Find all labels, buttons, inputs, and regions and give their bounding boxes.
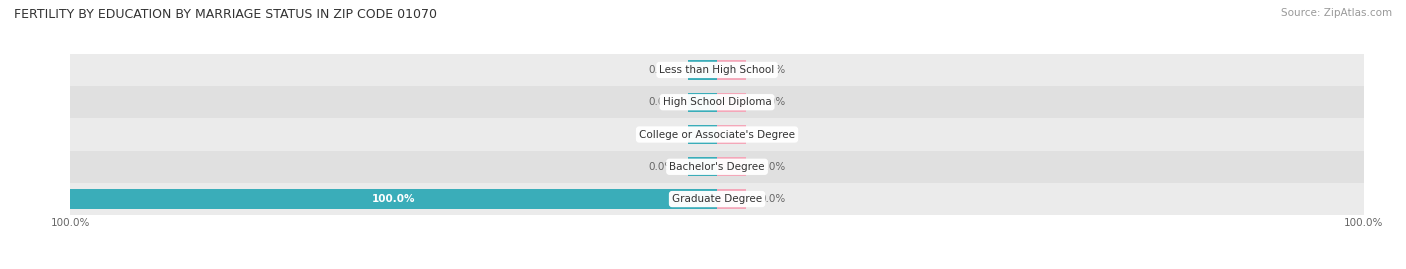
Text: 0.0%: 0.0% [759,97,786,107]
Text: 0.0%: 0.0% [759,162,786,172]
Text: 100.0%: 100.0% [373,194,415,204]
Text: 0.0%: 0.0% [759,129,786,140]
Text: 0.0%: 0.0% [648,129,675,140]
Bar [70,86,1364,118]
Bar [717,157,747,176]
Text: 0.0%: 0.0% [759,194,786,204]
Text: 0.0%: 0.0% [759,65,786,75]
Bar [688,93,717,112]
Bar [70,183,1364,215]
Legend: Married, Unmarried: Married, Unmarried [641,267,793,269]
Text: Less than High School: Less than High School [659,65,775,75]
Text: 0.0%: 0.0% [648,97,675,107]
Text: 0.0%: 0.0% [648,65,675,75]
Text: 0.0%: 0.0% [648,162,675,172]
Bar [688,125,717,144]
Bar [717,125,747,144]
Bar [717,60,747,80]
Text: FERTILITY BY EDUCATION BY MARRIAGE STATUS IN ZIP CODE 01070: FERTILITY BY EDUCATION BY MARRIAGE STATU… [14,8,437,21]
Bar [688,157,717,176]
Bar [688,60,717,80]
Bar [70,118,1364,151]
Bar [70,54,1364,86]
Text: College or Associate's Degree: College or Associate's Degree [640,129,794,140]
Bar [70,151,1364,183]
Bar [70,189,717,209]
Text: High School Diploma: High School Diploma [662,97,772,107]
Text: Source: ZipAtlas.com: Source: ZipAtlas.com [1281,8,1392,18]
Bar [717,93,747,112]
Text: Bachelor's Degree: Bachelor's Degree [669,162,765,172]
Text: Graduate Degree: Graduate Degree [672,194,762,204]
Bar [717,189,747,209]
